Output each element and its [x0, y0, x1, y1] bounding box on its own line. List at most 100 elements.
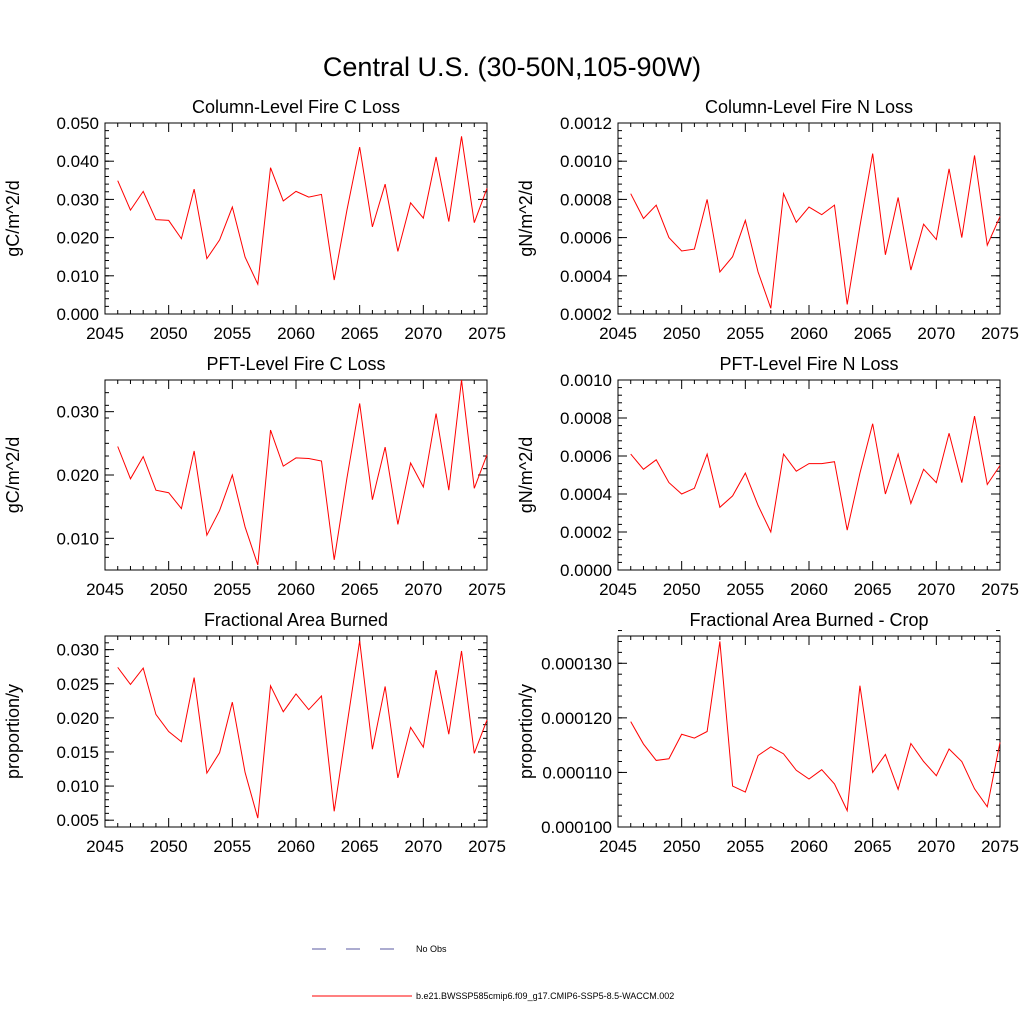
y-tick-label: 0.010 — [56, 267, 99, 286]
y-tick-label: 0.000100 — [541, 818, 612, 837]
y-tick-label: 0.030 — [56, 403, 99, 422]
y-tick-label: 0.030 — [56, 190, 99, 209]
y-tick-label: 0.0004 — [560, 485, 612, 504]
x-tick-label: 2060 — [277, 580, 315, 599]
x-tick-label: 2055 — [213, 580, 251, 599]
y-tick-label: 0.005 — [56, 811, 99, 830]
y-tick-label: 0.0008 — [560, 409, 612, 428]
x-tick-label: 2050 — [663, 580, 701, 599]
plot-frame — [617, 379, 1001, 571]
legend: No Obs b.e21.BWSSP585cmip6.f09_g17.CMIP6… — [312, 944, 674, 1001]
x-tick-label: 2065 — [341, 324, 379, 343]
x-tick-label: 2065 — [854, 324, 892, 343]
panel-title: Column-Level Fire N Loss — [705, 97, 913, 117]
x-tick-label: 2045 — [599, 580, 637, 599]
plot-frame — [104, 379, 488, 571]
x-tick-label: 2075 — [468, 324, 506, 343]
x-tick-label: 2060 — [790, 324, 828, 343]
y-tick-label: 0.0012 — [560, 114, 612, 133]
x-tick-label: 2055 — [726, 837, 764, 856]
panel-title: PFT-Level Fire C Loss — [206, 354, 385, 374]
plot-frame — [617, 122, 1001, 315]
panel-2: PFT-Level Fire C Loss 2045 2050 2055 2060 206… — [3, 354, 506, 599]
x-tick-label: 2070 — [917, 580, 955, 599]
x-tick-label: 2060 — [790, 580, 828, 599]
x-tick-label: 2065 — [341, 580, 379, 599]
x-tick-label: 2050 — [150, 324, 188, 343]
y-axis-label: proportion/y — [516, 684, 536, 779]
x-tick-label: 2045 — [86, 324, 124, 343]
legend-label-no-obs: No Obs — [416, 944, 447, 954]
y-tick-label: 0.0006 — [560, 447, 612, 466]
panel-1: Column-Level Fire N Loss 2045 2050 2055 2060… — [516, 97, 1019, 343]
y-tick-label: 0.0006 — [560, 229, 612, 248]
panel-5: Fractional Area Burned - Crop 2045 2050 205… — [516, 610, 1019, 856]
x-tick-label: 2050 — [663, 324, 701, 343]
plot-frame — [104, 635, 488, 828]
series-line — [630, 153, 1001, 309]
x-tick-label: 2055 — [726, 580, 764, 599]
x-tick-label: 2075 — [981, 837, 1019, 856]
y-tick-label: 0.010 — [56, 777, 99, 796]
y-tick-label: 0.0002 — [560, 305, 612, 324]
legend-label-model: b.e21.BWSSP585cmip6.f09_g17.CMIP6-SSP5-8… — [416, 991, 674, 1001]
x-tick-label: 2045 — [599, 324, 637, 343]
y-axis-label: gC/m^2/d — [3, 180, 23, 256]
x-tick-label: 2070 — [917, 837, 955, 856]
series-line — [630, 641, 1001, 813]
panel-title: Column-Level Fire C Loss — [192, 97, 400, 117]
y-tick-label: 0.015 — [56, 743, 99, 762]
y-tick-label: 0.050 — [56, 114, 99, 133]
y-axis-label: gC/m^2/d — [3, 437, 23, 513]
main-title: Central U.S. (30-50N,105-90W) — [323, 52, 701, 82]
y-tick-label: 0.000110 — [542, 763, 612, 782]
panel-title: Fractional Area Burned — [204, 610, 388, 630]
plot-frame — [617, 635, 1001, 828]
y-tick-label: 0.030 — [56, 641, 99, 660]
series-line — [117, 640, 488, 819]
x-tick-label: 2070 — [404, 580, 442, 599]
x-tick-label: 2075 — [468, 580, 506, 599]
plot-frame — [104, 122, 488, 315]
x-tick-label: 2060 — [790, 837, 828, 856]
x-tick-label: 2070 — [404, 324, 442, 343]
x-tick-label: 2055 — [726, 324, 764, 343]
y-axis-label: gN/m^2/d — [516, 437, 536, 513]
x-tick-label: 2060 — [277, 324, 315, 343]
x-tick-label: 2075 — [468, 837, 506, 856]
y-tick-label: 0.0000 — [560, 561, 612, 580]
y-tick-label: 0.010 — [56, 529, 99, 548]
x-tick-label: 2070 — [917, 324, 955, 343]
y-tick-label: 0.000120 — [541, 709, 612, 728]
x-tick-label: 2055 — [213, 324, 251, 343]
panel-4: Fractional Area Burned 2045 2050 2055 2060 20… — [3, 610, 506, 856]
panel-title: Fractional Area Burned - Crop — [689, 610, 928, 630]
y-tick-label: 0.020 — [56, 229, 99, 248]
y-tick-label: 0.0010 — [560, 371, 612, 390]
series-line — [117, 136, 488, 287]
y-tick-label: 0.025 — [56, 675, 99, 694]
x-tick-label: 2065 — [854, 580, 892, 599]
x-tick-label: 2075 — [981, 324, 1019, 343]
x-tick-label: 2050 — [663, 837, 701, 856]
y-axis-label: gN/m^2/d — [516, 180, 536, 256]
series-line — [117, 379, 488, 566]
y-tick-label: 0.0010 — [560, 152, 612, 171]
y-tick-label: 0.000130 — [541, 654, 612, 673]
x-tick-label: 2050 — [150, 837, 188, 856]
y-tick-label: 0.040 — [56, 152, 99, 171]
x-tick-label: 2045 — [599, 837, 637, 856]
y-tick-label: 0.0004 — [560, 267, 612, 286]
y-tick-label: 0.0008 — [560, 190, 612, 209]
y-tick-label: 0.020 — [56, 466, 99, 485]
x-tick-label: 2065 — [341, 837, 379, 856]
x-tick-label: 2065 — [854, 837, 892, 856]
y-axis-label: proportion/y — [3, 684, 23, 779]
x-tick-label: 2075 — [981, 580, 1019, 599]
panel-3: PFT-Level Fire N Loss 2045 2050 2055 2060 206… — [516, 354, 1019, 599]
x-tick-label: 2045 — [86, 837, 124, 856]
x-tick-label: 2060 — [277, 837, 315, 856]
x-tick-label: 2055 — [213, 837, 251, 856]
y-tick-label: 0.000 — [56, 305, 99, 324]
